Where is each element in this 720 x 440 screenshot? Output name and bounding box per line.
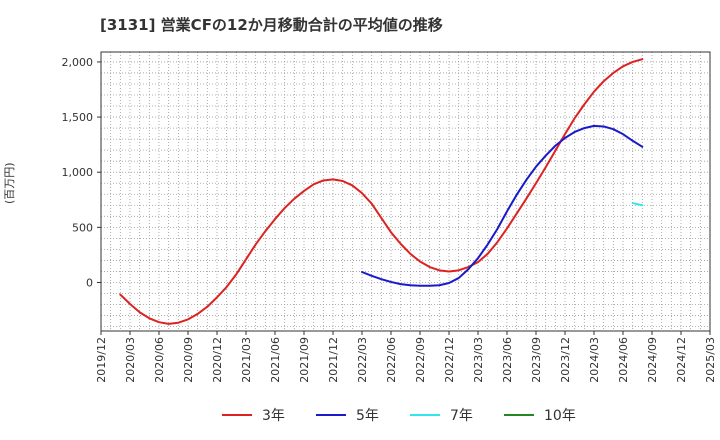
x-tick-label: 2022/09	[414, 337, 427, 383]
legend-swatch	[222, 414, 252, 416]
x-tick-label: 2024/03	[588, 337, 601, 383]
x-tick-label: 2023/12	[559, 337, 572, 383]
x-tick-label: 2022/06	[385, 337, 398, 383]
plot-area	[101, 52, 710, 331]
legend-label: 5年	[356, 408, 379, 424]
x-tick-label: 2021/06	[269, 337, 282, 383]
x-tick-label: 2023/09	[530, 337, 543, 383]
legend-item: 10年	[504, 400, 576, 430]
x-tick-label: 2019/12	[95, 337, 108, 383]
legend-label: 3年	[262, 408, 285, 424]
x-tick-label: 2023/06	[501, 337, 514, 383]
y-tick-label: 500	[72, 221, 93, 234]
x-tick-label: 2021/09	[298, 337, 311, 383]
series-line-7年	[631, 202, 644, 207]
axis-layer: 0 500 1,000 1,500 2,000 2019/12 2020/03 2020/06…	[62, 56, 718, 383]
legend: 3年 5年 7年 10年	[0, 400, 720, 430]
x-tick-label: 2020/06	[153, 337, 166, 383]
y-tick-label: 1,000	[62, 166, 94, 179]
legend-swatch	[316, 414, 346, 416]
legend-item: 3年	[222, 400, 285, 430]
x-tick-label: 2022/03	[356, 337, 369, 383]
x-tick-label: 2021/12	[327, 337, 340, 383]
legend-swatch	[504, 414, 534, 416]
series-line-5年	[361, 124, 644, 287]
chart-title: [3131] 営業CFの12か月移動合計の平均値の推移	[100, 16, 443, 34]
series-line-3年	[119, 58, 644, 325]
x-tick-label: 2020/12	[211, 337, 224, 383]
legend-label: 10年	[544, 408, 576, 424]
x-tick-label: 2023/03	[472, 337, 485, 383]
series-layer	[119, 58, 644, 325]
legend-swatch	[410, 414, 440, 416]
x-tick-label: 2024/12	[675, 337, 688, 383]
x-tick-label: 2025/03	[704, 337, 717, 383]
x-tick-label: 2020/09	[182, 337, 195, 383]
legend-label: 7年	[450, 408, 473, 424]
y-tick-label: 0	[86, 276, 93, 289]
plot-frame	[100, 51, 711, 332]
x-tick-label: 2024/06	[617, 337, 630, 383]
y-tick-label: 2,000	[62, 56, 94, 69]
legend-item: 5年	[316, 400, 379, 430]
legend-item: 7年	[410, 400, 473, 430]
x-tick-label: 2024/09	[646, 337, 659, 383]
y-tick-label: 1,500	[62, 111, 94, 124]
x-tick-label: 2020/03	[124, 337, 137, 383]
x-tick-label: 2022/12	[443, 337, 456, 383]
x-tick-label: 2021/03	[240, 337, 253, 383]
grid-layer	[101, 52, 710, 331]
